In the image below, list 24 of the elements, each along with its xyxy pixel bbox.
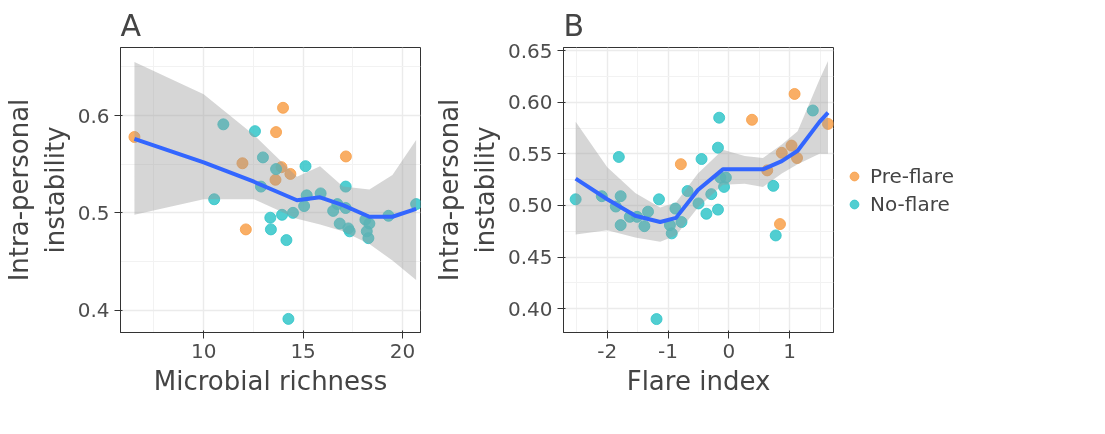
x-tick-label: -1 bbox=[658, 338, 679, 363]
x-tick-label: 15 bbox=[290, 338, 316, 363]
x-tick-label: 20 bbox=[389, 338, 416, 363]
x-axis-title: Flare index bbox=[626, 365, 771, 396]
y-tick-label: 0.60 bbox=[507, 90, 553, 115]
y-axis-title: Intra-personal instability bbox=[433, 98, 500, 282]
y-tick-label: 0.45 bbox=[507, 245, 553, 270]
legend-label: Pre-flare bbox=[870, 163, 954, 188]
x-tick-label: -2 bbox=[597, 338, 618, 363]
legend-label: No-flare bbox=[870, 191, 950, 216]
chart-title: A bbox=[120, 7, 142, 43]
x-tick-label: 0 bbox=[722, 338, 736, 363]
y-tick-label: 0.5 bbox=[77, 200, 110, 225]
x-axis-title: Microbial richness bbox=[153, 365, 388, 396]
y-tick-label: 0.40 bbox=[507, 296, 553, 321]
x-tick-label: 10 bbox=[190, 338, 217, 363]
y-axis-title: Intra-personal instability bbox=[3, 98, 70, 282]
y-tick-label: 0.4 bbox=[77, 298, 110, 323]
y-tick-label: 0.55 bbox=[507, 141, 553, 166]
y-tick-label: 0.65 bbox=[507, 38, 553, 63]
chart-title: B bbox=[563, 7, 585, 43]
y-tick-label: 0.50 bbox=[507, 193, 553, 218]
y-tick-label: 0.6 bbox=[77, 103, 110, 128]
x-tick-label: 1 bbox=[783, 338, 797, 363]
